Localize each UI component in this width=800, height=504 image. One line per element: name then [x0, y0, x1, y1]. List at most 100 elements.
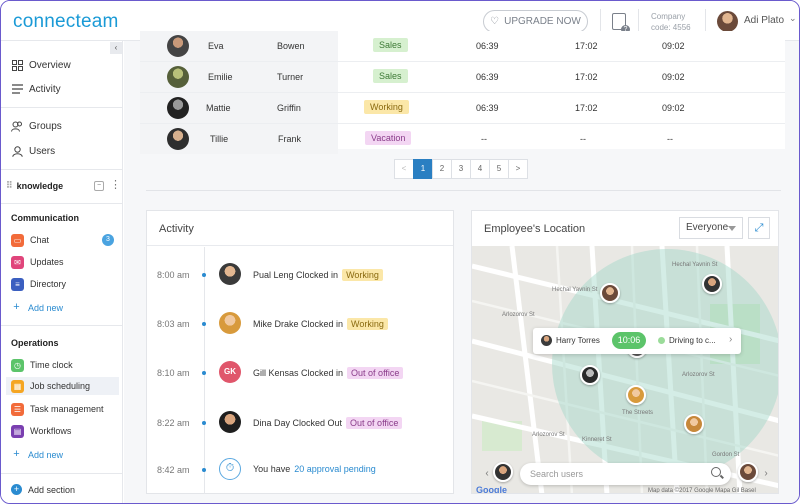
section-title-operations: Operations: [11, 338, 59, 348]
sidebar-item-label: Users: [29, 145, 56, 157]
chat-icon: ▭: [11, 233, 24, 247]
add-new-label: Add new: [28, 302, 64, 313]
page-button-2[interactable]: 2: [432, 159, 452, 179]
sidebar-item-users[interactable]: Users: [11, 142, 55, 160]
user-carousel-avatar[interactable]: [738, 462, 758, 482]
company-label: Company: [651, 12, 686, 21]
map-user-marker[interactable]: [600, 283, 620, 303]
sidebar-item-groups[interactable]: Groups: [11, 117, 62, 135]
time-cell: 06:39: [476, 103, 499, 113]
chevron-down-icon[interactable]: ⌄: [789, 13, 797, 23]
help-document-icon[interactable]: [612, 13, 630, 34]
plus-circle-icon: +: [11, 484, 22, 495]
drag-handle-icon[interactable]: ⠿: [6, 180, 13, 190]
sidebar-item-workflows[interactable]: ▤ Workflows: [11, 422, 119, 440]
activity-time: 8:00 am: [157, 270, 190, 280]
map-user-marker[interactable]: [580, 365, 600, 385]
map-user-marker[interactable]: [684, 414, 704, 434]
status-badge: Working: [342, 269, 383, 281]
chevron-right-icon[interactable]: ›: [729, 334, 733, 345]
map-user-marker[interactable]: [626, 385, 646, 405]
table-row[interactable]: Tillie Frank Vacation -- -- --: [140, 124, 785, 155]
status-badge: Working: [364, 100, 409, 114]
sidebar-item-activity[interactable]: Activity: [11, 80, 61, 98]
page-button-1[interactable]: 1: [413, 159, 433, 179]
knowledge-label: knowledge: [16, 180, 64, 191]
sidebar-item-overview[interactable]: Overview: [11, 56, 71, 74]
status-badge: Vacation: [365, 131, 412, 145]
sidebar-item-directory[interactable]: ≡ Directory: [11, 275, 119, 293]
grid-icon: [11, 59, 23, 71]
section-title-communication: Communication: [11, 213, 80, 223]
activity-item[interactable]: 8:42 am ⏱ You have 20 approval pending: [147, 458, 453, 482]
prev-page-button[interactable]: <: [394, 159, 414, 179]
popup-employee-name: Harry Torres: [556, 336, 600, 345]
sidebar-item-label: Job scheduling: [30, 381, 91, 391]
table-row[interactable]: Eva Bowen Sales 06:39 17:02 09:02: [140, 31, 785, 62]
map-street-label: Hechal Yavnin St: [552, 287, 598, 293]
time-cell: 06:39: [476, 72, 499, 82]
search-icon[interactable]: [711, 467, 721, 477]
page-button-3[interactable]: 3: [451, 159, 471, 179]
map-street-label: Hechal Yavnin St: [672, 262, 718, 268]
sidebar-item-time-clock[interactable]: ◷ Time clock: [11, 356, 119, 374]
avatar: [219, 411, 241, 433]
user-name[interactable]: Adi Plato: [744, 15, 785, 26]
sidebar-item-job-scheduling[interactable]: ▦ Job scheduling: [6, 377, 119, 395]
pagination: < 1 2 3 4 5 >: [394, 159, 528, 179]
map-street-label: Gordon St: [712, 452, 740, 458]
chevron-right-icon[interactable]: ›: [764, 468, 768, 479]
divider: [638, 9, 639, 34]
next-page-button[interactable]: >: [508, 159, 528, 179]
table-row[interactable]: Emilie Turner Sales 06:39 17:02 09:02: [140, 62, 785, 93]
page-button-5[interactable]: 5: [489, 159, 509, 179]
employee-status-popup[interactable]: Harry Torres 10:06 Driving to c... ›: [533, 328, 741, 354]
sidebar-item-updates[interactable]: ✉ Updates: [11, 253, 119, 271]
page-button-4[interactable]: 4: [470, 159, 490, 179]
table-row[interactable]: Mattie Griffin Working 06:39 17:02 09:02: [140, 93, 785, 124]
collapse-section-icon[interactable]: −: [94, 181, 104, 191]
status-badge: Sales: [373, 69, 408, 83]
user-avatar[interactable]: [717, 11, 738, 32]
add-section-button[interactable]: + Add section: [11, 484, 75, 495]
map[interactable]: Hechal Yavnin St Arlozorov St The Street…: [472, 246, 778, 493]
time-cell: --: [580, 134, 586, 144]
employee-filter-select[interactable]: Everyone: [679, 217, 743, 239]
chat-unread-badge: 3: [102, 234, 114, 246]
activity-item[interactable]: 8:10 am GK Gill Kensas Clocked in Out of…: [147, 361, 453, 385]
employee-location-card: Employee's Location Everyone ⤢: [471, 210, 779, 494]
sidebar-item-chat[interactable]: ▭ Chat: [11, 231, 119, 249]
activity-description: Dina Day Clocked Out: [253, 418, 343, 428]
time-cell: 09:02: [662, 72, 685, 82]
user-carousel-avatar[interactable]: [493, 462, 513, 482]
logo: connecteam: [13, 11, 119, 32]
activity-item[interactable]: 8:03 am Mike Drake Clocked in Working: [147, 312, 453, 336]
row-divider: [140, 123, 785, 124]
divider: [1, 325, 123, 326]
clock-icon: ◷: [11, 358, 24, 372]
avatar: [167, 66, 189, 88]
more-options-icon[interactable]: ⋮: [110, 179, 121, 191]
knowledge-section[interactable]: ⠿ knowledge: [6, 180, 63, 191]
time-cell: 06:39: [476, 41, 499, 51]
add-new-communication-button[interactable]: + Add new: [11, 302, 63, 313]
map-street-label: Arlozorov St: [502, 312, 535, 318]
activity-title: Activity: [159, 223, 194, 235]
map-user-marker[interactable]: [702, 274, 722, 294]
search-users-input[interactable]: [530, 467, 700, 481]
divider: [705, 9, 706, 34]
sidebar-item-task-management[interactable]: ☰ Task management: [11, 400, 119, 418]
search-users-bar[interactable]: [520, 463, 731, 485]
activity-description: You have: [253, 464, 291, 474]
activity-text: Gill Kensas Clocked in Out of office: [253, 367, 404, 379]
chevron-left-icon[interactable]: ‹: [485, 468, 489, 479]
plus-icon: +: [13, 301, 20, 313]
upgrade-button[interactable]: ♡ UPGRADE NOW: [483, 10, 588, 33]
upgrade-label: UPGRADE NOW: [504, 16, 581, 27]
add-new-operations-button[interactable]: + Add new: [11, 449, 63, 460]
collapse-sidebar-button[interactable]: ‹: [110, 42, 122, 54]
activity-item[interactable]: 8:00 am Pual Leng Clocked in Working: [147, 263, 453, 287]
expand-icon[interactable]: ⤢: [748, 217, 770, 239]
activity-item[interactable]: 8:22 am Dina Day Clocked Out Out of offi…: [147, 411, 453, 435]
approval-pending-link[interactable]: 20 approval pending: [294, 464, 376, 474]
